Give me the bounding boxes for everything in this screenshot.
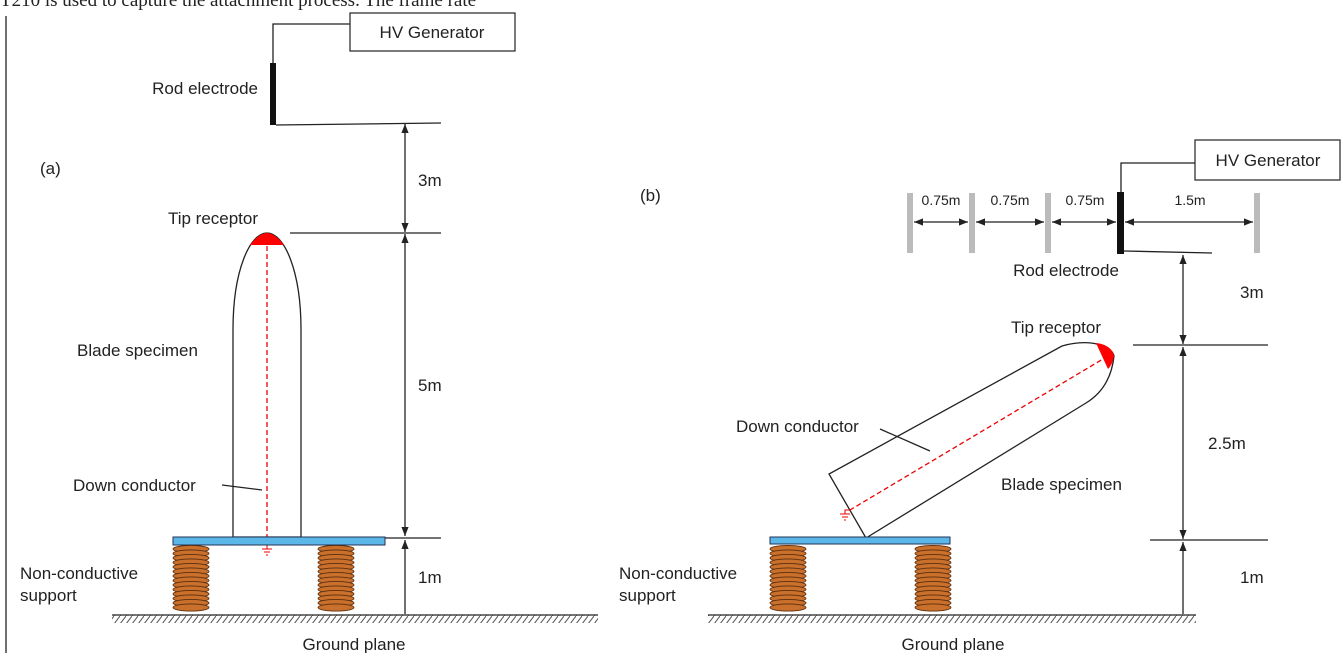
ground-symbol bbox=[840, 510, 850, 520]
dim-label: 3m bbox=[418, 171, 442, 190]
grey-rod bbox=[1254, 193, 1260, 253]
grey-rod bbox=[969, 193, 975, 253]
rod-label: Rod electrode bbox=[1013, 261, 1119, 280]
blade-label: Blade specimen bbox=[1001, 475, 1122, 494]
ground-hatch bbox=[708, 615, 1196, 623]
wire bbox=[1121, 163, 1195, 192]
dim-label: 1m bbox=[1240, 568, 1264, 587]
coil-ring bbox=[173, 604, 209, 611]
wire bbox=[273, 24, 350, 63]
ground-label: Ground plane bbox=[302, 635, 405, 653]
tip-label: Tip receptor bbox=[1011, 318, 1101, 337]
ground-symbol bbox=[262, 545, 272, 555]
rod bbox=[270, 63, 276, 125]
panel-a: (a) HV Generator Rod electrode 3m 5m 1m … bbox=[20, 13, 598, 653]
spacing-label: 0.75m bbox=[1066, 192, 1105, 208]
plate bbox=[770, 537, 950, 544]
conductor-label: Down conductor bbox=[73, 476, 196, 495]
blade bbox=[829, 343, 1114, 538]
rod-label: Rod electrode bbox=[152, 79, 258, 98]
dim-label: 2.5m bbox=[1208, 434, 1246, 453]
plate bbox=[173, 537, 385, 545]
spacing-label: 1.5m bbox=[1174, 192, 1205, 208]
dim-label: 3m bbox=[1240, 283, 1264, 302]
panel-label: (b) bbox=[640, 186, 661, 205]
ground-label: Ground plane bbox=[901, 635, 1004, 653]
grey-rod bbox=[1045, 193, 1051, 253]
spacing-label: 0.75m bbox=[991, 192, 1030, 208]
coil-ring bbox=[915, 604, 951, 611]
grey-rod bbox=[907, 193, 913, 253]
coil-ring bbox=[318, 604, 354, 611]
tip-label: Tip receptor bbox=[168, 209, 258, 228]
spacing-label: 0.75m bbox=[922, 192, 961, 208]
conductor-label: Down conductor bbox=[736, 417, 859, 436]
coils bbox=[770, 545, 951, 611]
ref-line bbox=[276, 123, 441, 125]
ref-line bbox=[1124, 251, 1212, 253]
rod bbox=[1117, 192, 1124, 254]
figure: T210 is used to capture the attachment p… bbox=[0, 0, 1343, 653]
ground-hatch bbox=[112, 615, 598, 623]
panel-label: (a) bbox=[40, 159, 61, 178]
dim-label: 1m bbox=[418, 568, 442, 587]
dim-label: 5m bbox=[418, 376, 442, 395]
caption-fragment: T210 is used to capture the attachment p… bbox=[0, 0, 476, 11]
blade-label: Blade specimen bbox=[77, 341, 198, 360]
hv-label: HV Generator bbox=[380, 23, 485, 42]
coils bbox=[173, 545, 354, 611]
hv-label: HV Generator bbox=[1216, 151, 1321, 170]
panel-b: (b) HV Generator 0.75m 0.75m 0.75m 1.5m … bbox=[619, 140, 1340, 653]
coil-ring bbox=[770, 604, 806, 611]
